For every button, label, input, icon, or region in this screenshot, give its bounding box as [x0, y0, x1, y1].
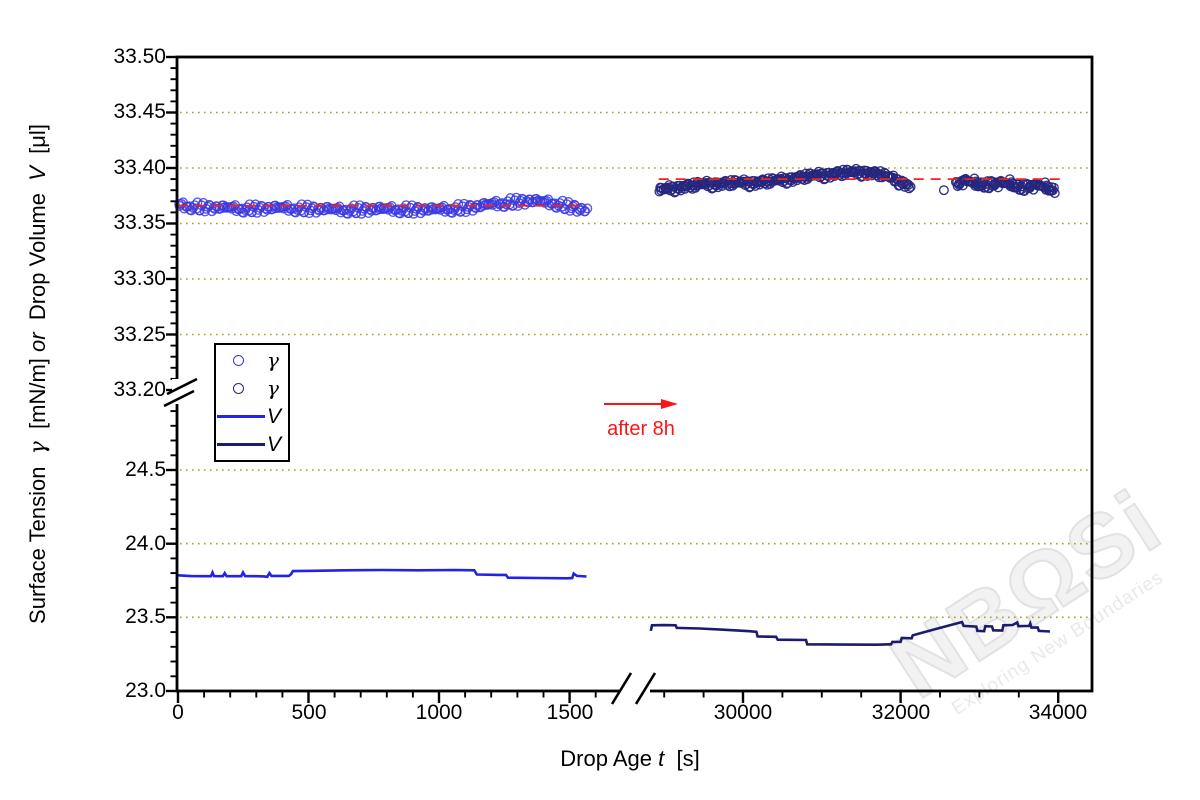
surface-tension-run1 [174, 192, 593, 219]
legend-item-gamma-run2: γ [216, 375, 288, 401]
legend-item-label: γ [267, 348, 279, 373]
y-axis-title-text2: Drop Volume [25, 180, 50, 333]
time-symbol: t [658, 746, 665, 771]
y-tick-label: 23.5 [125, 605, 166, 628]
x-tick-label: 1000 [415, 701, 463, 724]
legend-circle-icon [233, 354, 244, 366]
y-tick-label: 33.20 [113, 378, 166, 401]
y-tick-label: 33.50 [113, 45, 166, 68]
x-tick-label: 1500 [546, 701, 594, 724]
axis-ticks [166, 55, 1060, 703]
drop-volume-run2 [649, 619, 1051, 647]
x-tick-label: 30000 [713, 701, 773, 724]
y-tick-label: 33.25 [113, 323, 166, 346]
y-axis-break-icon [166, 377, 198, 396]
y-tick-label: 23.0 [125, 679, 166, 702]
y-tick-label: 33.40 [113, 156, 166, 179]
y-axis-title-units2: [μl] [25, 124, 50, 167]
legend-item-volume-run2: V [216, 432, 288, 458]
legend-circle-icon [233, 382, 244, 394]
legend: γ γ V V [214, 343, 290, 462]
y-axis-title-units1: [mN/m] [25, 351, 50, 442]
legend-line-icon [217, 443, 265, 447]
x-tick-label: 34000 [1028, 701, 1088, 724]
surface-tension-run2b [950, 173, 1060, 199]
y-axis-title-text: Surface Tension [25, 454, 50, 624]
legend-line-icon [217, 415, 265, 419]
drop-volume-run1 [177, 568, 587, 580]
x-tick-label: 0 [172, 701, 184, 724]
surface-tension-run2a [654, 163, 949, 198]
y-tick-label: 33.30 [113, 267, 166, 290]
legend-item-gamma-run1: γ [216, 347, 288, 373]
gamma-symbol: γ [26, 441, 51, 455]
y-axis-title: Surface Tension γ [mN/m] or Drop Volume … [25, 124, 51, 624]
y-tick-label: 24.0 [125, 532, 166, 555]
x-tick-label: 32000 [871, 701, 931, 724]
x-axis-title-units: [s] [664, 746, 700, 771]
x-tick-label: 500 [291, 701, 327, 724]
legend-item-label: γ [267, 376, 279, 401]
plot-frame [175, 55, 1094, 693]
legend-item-label: V [267, 432, 282, 456]
or-word: or [25, 332, 50, 352]
annotation-arrow-icon [604, 399, 678, 409]
y-tick-label: 33.35 [113, 211, 166, 234]
x-axis-title-text: Drop Age [560, 746, 659, 771]
legend-item-label: V [267, 404, 282, 428]
legend-item-volume-run1: V [216, 404, 288, 430]
annotation-after-8h-text: after 8h [607, 418, 675, 440]
x-axis-title: Drop Age t [s] [330, 746, 930, 772]
x-axis-break-icon [610, 672, 633, 705]
y-tick-label: 33.45 [113, 100, 166, 123]
y-tick-label: 24.5 [125, 458, 166, 481]
volume-symbol: V [25, 166, 50, 181]
